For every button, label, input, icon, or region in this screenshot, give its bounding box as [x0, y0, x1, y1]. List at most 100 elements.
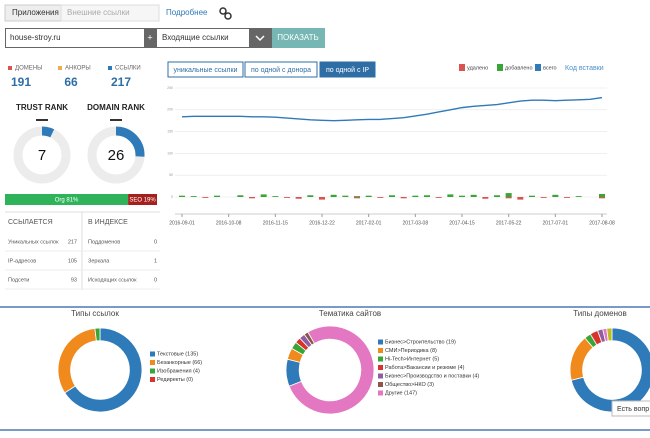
table-cell: Подсети — [8, 277, 29, 283]
line — [181, 96, 603, 122]
legend-label: Общество>НКО (3) — [385, 382, 434, 388]
split-label: Org 81% — [55, 198, 79, 204]
bar — [237, 195, 244, 197]
chart-button[interactable] — [167, 61, 244, 78]
table-cell: Уникальных ссылок — [8, 239, 59, 245]
legend-swatch — [535, 64, 541, 71]
tooltip[interactable] — [611, 400, 650, 417]
bar — [295, 197, 302, 199]
legend-swatch — [150, 368, 155, 374]
bar — [260, 194, 267, 197]
stat-value: 217 — [111, 75, 131, 89]
bar — [599, 197, 605, 199]
y-tick-label: 100 — [167, 151, 173, 155]
chart-button-label[interactable]: уникальные ссылки — [174, 67, 238, 74]
chart-button[interactable] — [319, 61, 376, 78]
bar — [435, 197, 442, 198]
tab-label[interactable]: Внешние ссылки — [67, 8, 130, 17]
bar — [529, 195, 535, 197]
rank-label: DOMAIN RANK — [87, 103, 145, 112]
legend-label: Другие (147) — [385, 390, 417, 396]
tab[interactable] — [60, 4, 160, 22]
tooltip-text[interactable]: Есть вопр — [617, 406, 649, 413]
legend-label: Безанкорные (66) — [157, 360, 202, 366]
table-cell: Исходящих ссылок — [88, 277, 137, 283]
legend-label: Бизнес>Строительство (19) — [385, 339, 456, 345]
chevron[interactable] — [255, 35, 265, 42]
y-tick-label: 50 — [169, 173, 173, 177]
bar — [319, 197, 325, 200]
bar — [389, 195, 395, 197]
chart-button-label[interactable]: по одной с донора — [251, 66, 311, 74]
x-tick-label: 2016-09-01 — [169, 220, 195, 226]
rank-value: 7 — [38, 147, 46, 164]
bar — [272, 196, 279, 197]
legend-label: удалено — [467, 65, 488, 71]
tab-label[interactable]: Приложения — [12, 8, 59, 17]
legend-swatch — [497, 64, 503, 71]
donut-title: Типы ссылок — [71, 309, 119, 318]
table-cell: 217 — [68, 239, 77, 245]
split-bar — [5, 194, 129, 205]
y-tick-label: 250 — [167, 86, 173, 90]
link-icon[interactable] — [219, 7, 232, 20]
bar — [190, 196, 197, 197]
stat-dot — [108, 66, 112, 70]
y-tick-label: 150 — [167, 130, 173, 134]
input[interactable] — [6, 29, 144, 47]
legend-link[interactable]: Код вставки — [565, 65, 604, 72]
x-tick-label: 2017-08-08 — [589, 220, 615, 226]
donut-slice — [606, 327, 613, 342]
bar — [249, 197, 255, 199]
legend-label: Работа>Вакансии и резюме (4) — [385, 365, 465, 371]
legend-swatch — [378, 365, 383, 370]
add-button[interactable]: + — [147, 32, 152, 42]
bar — [307, 195, 314, 197]
bar — [342, 195, 349, 197]
y-tick-label: 0 — [171, 195, 173, 199]
x-tick-label: 2016-12-22 — [309, 220, 335, 226]
legend-label: добавлено — [505, 65, 533, 71]
rank-value: 26 — [108, 147, 125, 164]
select-value[interactable]: Входящие ссылки — [162, 33, 229, 42]
link[interactable]: Подробнее — [166, 8, 208, 17]
legend-swatch — [150, 377, 155, 382]
rank-arc — [41, 126, 55, 138]
x-tick-label: 2016-10-08 — [216, 220, 242, 226]
bar — [505, 197, 512, 199]
legend-label: всего — [543, 65, 557, 71]
donut-slice — [570, 327, 650, 413]
x-tick-label: 2017-02-01 — [356, 220, 382, 226]
bar — [365, 195, 372, 197]
bar — [412, 195, 419, 197]
show-button[interactable] — [272, 28, 325, 48]
bar — [470, 194, 477, 197]
legend-label: СМИ>Периодика (8) — [385, 348, 437, 354]
legend-swatch — [150, 360, 155, 365]
select[interactable] — [157, 29, 249, 47]
input-value[interactable]: house-stroy.ru — [10, 33, 61, 42]
stat-dot — [8, 66, 12, 70]
x-tick-label: 2017-07-01 — [543, 220, 569, 226]
legend-label: Бизнес>Производство и поставки (4) — [385, 373, 479, 379]
chart-button[interactable] — [244, 61, 318, 78]
rank-arc — [115, 126, 145, 157]
show-button-label[interactable]: ПОКАЗАТЬ — [277, 33, 319, 42]
stat-label: ДОМЕНЫ — [15, 66, 42, 72]
legend-swatch — [378, 339, 383, 345]
legend-label: Изображения (4) — [157, 368, 200, 374]
table-cell: 105 — [68, 258, 77, 264]
donut-slice — [64, 327, 143, 413]
table-cell: Зеркала — [88, 258, 110, 264]
bar — [517, 197, 524, 200]
y-tick-label: 200 — [167, 108, 173, 112]
donut-slice — [94, 327, 101, 342]
table-header: ССЫЛАЕТСЯ — [8, 219, 53, 226]
chart-button-label[interactable]: по одной с IP — [326, 66, 369, 74]
x-tick-label: 2016-11-15 — [263, 220, 288, 226]
donut-slice — [569, 337, 594, 381]
x-tick-label: 2017-03-08 — [403, 220, 429, 226]
rank-label: TRUST RANK — [16, 103, 68, 112]
